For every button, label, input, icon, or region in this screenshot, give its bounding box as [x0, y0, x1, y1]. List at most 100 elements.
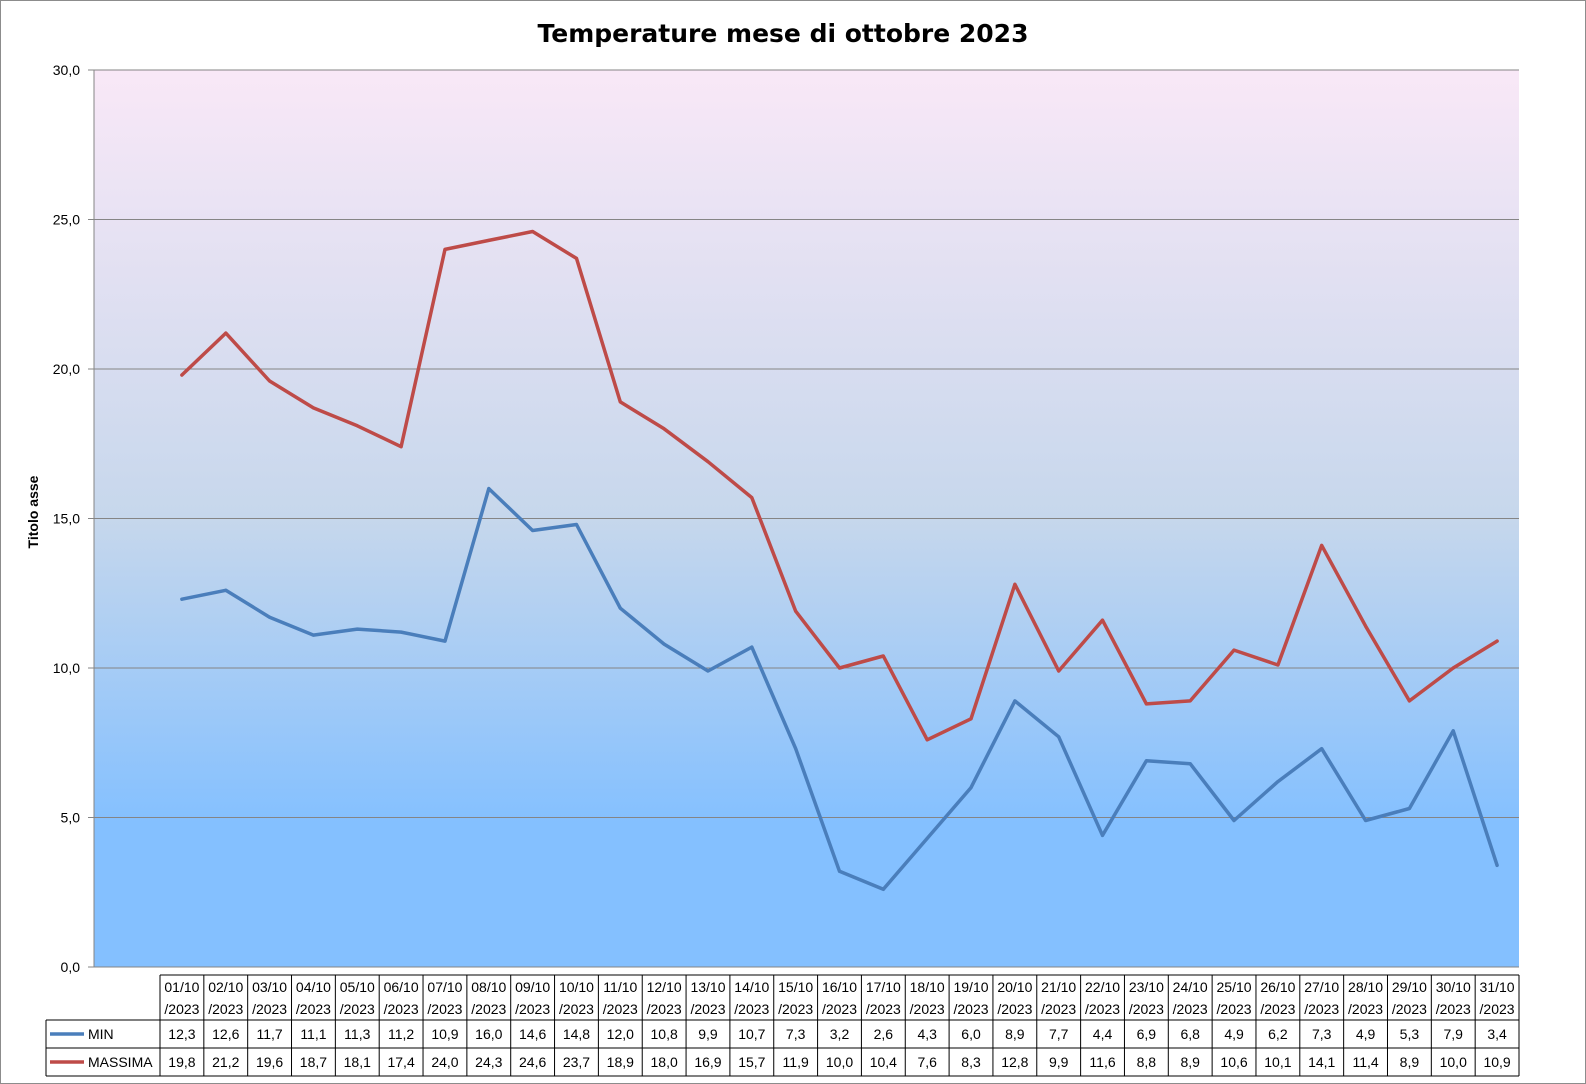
data-label-min: 4,4: [1093, 1026, 1113, 1042]
x-tick-label: 08/10: [471, 979, 506, 995]
x-tick-label: 07/10: [427, 979, 462, 995]
x-tick-label: 20/10: [997, 979, 1032, 995]
data-label-massima: 8,9: [1400, 1054, 1420, 1070]
data-point-massima: [1364, 624, 1368, 628]
data-label-min: 6,2: [1268, 1026, 1288, 1042]
data-label-massima: 10,6: [1220, 1054, 1247, 1070]
data-label-massima: 21,2: [212, 1054, 239, 1070]
data-point-min: [969, 786, 973, 790]
data-label-massima: 11,6: [1089, 1054, 1115, 1070]
data-point-massima: [1101, 618, 1105, 622]
x-tick-label: /2023: [1173, 1001, 1208, 1017]
chart-title: Temperature mese di ottobre 2023: [538, 19, 1029, 48]
x-tick-label: 13/10: [690, 979, 725, 995]
x-tick-label: 02/10: [208, 979, 243, 995]
legend-label-massima: MASSIMA: [88, 1054, 153, 1070]
data-point-min: [487, 487, 491, 491]
data-point-massima: [311, 406, 315, 410]
data-point-massima: [443, 247, 447, 251]
plot-area: 0,0 5,0 10,0 15,0 20,0 25,0 30,0: [53, 62, 1519, 975]
data-point-min: [224, 588, 228, 592]
x-tick-label: /2023: [603, 1001, 638, 1017]
data-label-massima: 8,9: [1180, 1054, 1200, 1070]
data-point-min: [355, 627, 359, 631]
data-point-massima: [268, 379, 272, 383]
data-label-min: 4,3: [917, 1026, 937, 1042]
data-point-min: [531, 528, 535, 532]
data-point-min: [706, 669, 710, 673]
x-tick-label: /2023: [340, 1001, 375, 1017]
data-point-min: [311, 633, 315, 637]
y-tick-label: 5,0: [61, 810, 81, 826]
data-point-min: [662, 642, 666, 646]
x-tick-label: /2023: [822, 1001, 857, 1017]
data-point-massima: [1495, 639, 1499, 643]
data-point-massima: [794, 609, 798, 613]
data-label-min: 3,4: [1487, 1026, 1507, 1042]
data-label-massima: 18,1: [344, 1054, 371, 1070]
x-tick-label: /2023: [1304, 1001, 1339, 1017]
data-label-massima: 10,9: [1483, 1054, 1510, 1070]
data-point-min: [1188, 762, 1192, 766]
data-label-massima: 19,8: [168, 1054, 195, 1070]
data-label-massima: 10,0: [826, 1054, 853, 1070]
data-point-min: [180, 597, 184, 601]
x-tick-label: /2023: [1348, 1001, 1383, 1017]
data-label-min: 3,2: [830, 1026, 850, 1042]
data-point-min: [1320, 747, 1324, 751]
x-tick-label: /2023: [1436, 1001, 1471, 1017]
data-label-min: 6,9: [1137, 1026, 1157, 1042]
x-tick-label: 15/10: [778, 979, 813, 995]
data-label-massima: 7,6: [917, 1054, 937, 1070]
data-label-min: 8,9: [1005, 1026, 1025, 1042]
x-tick-label: 14/10: [734, 979, 769, 995]
data-point-min: [574, 522, 578, 526]
data-label-min: 6,8: [1180, 1026, 1200, 1042]
x-tick-label: 01/10: [164, 979, 199, 995]
data-label-massima: 15,7: [738, 1054, 765, 1070]
data-point-min: [268, 615, 272, 619]
x-tick-label: /2023: [1260, 1001, 1295, 1017]
data-label-min: 11,1: [300, 1026, 326, 1042]
y-tick-label: 25,0: [53, 212, 80, 228]
data-point-min: [750, 645, 754, 649]
data-point-massima: [355, 424, 359, 428]
data-point-min: [838, 869, 841, 873]
data-point-massima: [531, 229, 535, 233]
data-point-massima: [180, 373, 184, 377]
data-label-massima: 11,9: [783, 1054, 809, 1070]
data-label-min: 14,8: [563, 1026, 590, 1042]
y-tick-label: 30,0: [53, 62, 80, 78]
x-tick-label: /2023: [1392, 1001, 1427, 1017]
x-tick-label: 06/10: [384, 979, 419, 995]
data-label-min: 11,3: [344, 1026, 370, 1042]
x-tick-label: /2023: [164, 1001, 199, 1017]
data-point-massima: [224, 331, 228, 335]
x-tick-label: /2023: [252, 1001, 287, 1017]
data-label-min: 12,6: [212, 1026, 239, 1042]
data-point-min: [794, 747, 798, 751]
data-point-massima: [662, 427, 666, 431]
data-point-massima: [706, 460, 710, 464]
data-point-min: [1364, 818, 1368, 822]
data-point-massima: [750, 496, 754, 500]
data-label-min: 12,3: [168, 1026, 195, 1042]
data-label-min: 7,9: [1444, 1026, 1464, 1042]
data-label-min: 4,9: [1224, 1026, 1244, 1042]
data-label-massima: 18,9: [607, 1054, 634, 1070]
data-label-massima: 23,7: [563, 1054, 590, 1070]
data-label-min: 4,9: [1356, 1026, 1376, 1042]
data-point-massima: [838, 666, 841, 670]
x-tick-label: 29/10: [1392, 979, 1427, 995]
data-label-min: 10,8: [651, 1026, 678, 1042]
data-point-massima: [1188, 699, 1192, 703]
data-label-min: 7,3: [1312, 1026, 1332, 1042]
x-tick-label: /2023: [734, 1001, 769, 1017]
data-label-massima: 10,0: [1440, 1054, 1467, 1070]
data-point-massima: [1407, 699, 1411, 703]
x-tick-label: /2023: [690, 1001, 725, 1017]
data-label-massima: 24,3: [475, 1054, 502, 1070]
legend-label-min: MIN: [88, 1026, 114, 1042]
data-point-min: [925, 836, 929, 840]
